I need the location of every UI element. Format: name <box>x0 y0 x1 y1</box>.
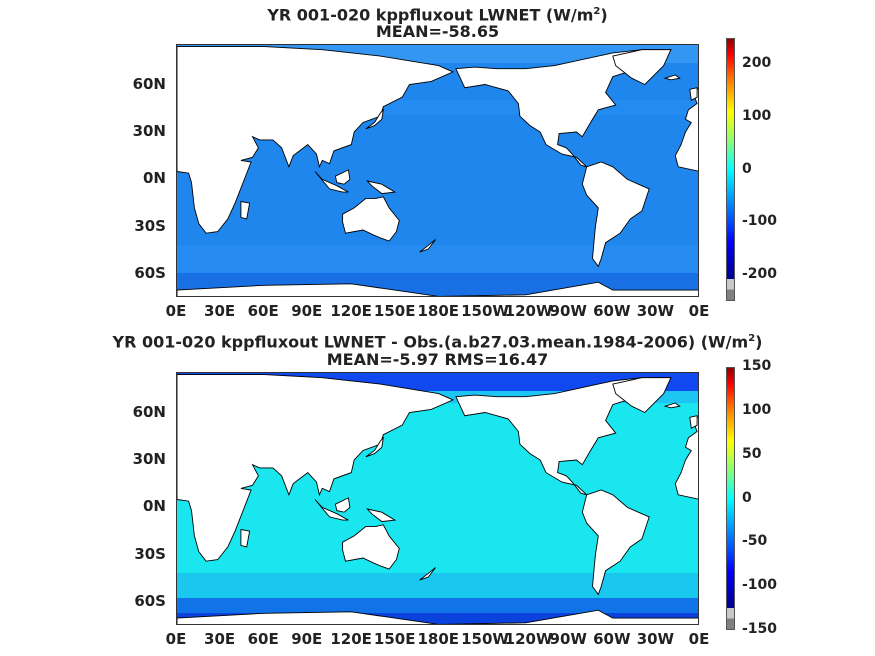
x-axis-label: 150W <box>461 630 509 648</box>
landmass <box>419 567 436 581</box>
x-axis-label: 0E <box>688 630 710 648</box>
landmass <box>455 377 672 496</box>
landmass <box>177 46 455 234</box>
colorbar-tick-label: -150 <box>742 621 778 637</box>
landmass <box>314 499 349 521</box>
field-band <box>177 245 698 273</box>
landmass <box>612 49 672 86</box>
x-axis-label: 180E <box>417 630 460 648</box>
landmass <box>581 161 650 268</box>
map-panel-2 <box>176 372 699 625</box>
landmass <box>177 281 698 296</box>
x-axis-label: 60W <box>593 630 631 648</box>
y-axis-label: 60S <box>134 264 166 283</box>
x-axis-label: 90W <box>549 630 587 648</box>
x-axis-label: 30E <box>204 630 236 648</box>
x-axis-label: 120W <box>504 630 553 648</box>
landmass <box>342 524 400 570</box>
colorbar-tick-label: 0 <box>742 489 752 506</box>
landmass <box>674 88 698 172</box>
colorbar-tick-label: 100 <box>742 107 772 124</box>
landmass <box>365 436 384 458</box>
x-axis-label: 150E <box>373 302 416 320</box>
landmass <box>689 415 698 430</box>
landmass <box>689 87 698 102</box>
landmass <box>342 196 400 242</box>
panel2-subtitle: MEAN=-5.97 RMS=16.47 <box>326 350 549 369</box>
y-axis-label: 60S <box>134 592 166 611</box>
colorbar-tick-label: -100 <box>742 213 778 230</box>
y-axis-label: 30S <box>134 216 166 235</box>
landmass <box>240 200 251 220</box>
field-band <box>177 598 698 613</box>
landmass <box>314 171 349 193</box>
colorbar-2 <box>726 367 735 630</box>
x-axis-label: 90W <box>549 302 587 320</box>
map-panel-1 <box>176 44 699 297</box>
landmass <box>365 108 384 130</box>
landmass <box>419 239 436 253</box>
x-axis-label: 150W <box>461 302 509 320</box>
x-axis-label: 60W <box>593 302 631 320</box>
colorbar-tick-label: 50 <box>742 445 762 462</box>
colorbar-tick-label: 0 <box>742 160 752 177</box>
x-axis-label: 30W <box>636 630 675 648</box>
y-axis-label: 0N <box>143 497 166 516</box>
y-axis-label: 30S <box>134 544 166 563</box>
colorbar-tick-label: 100 <box>742 401 772 418</box>
landmass <box>365 508 397 523</box>
x-axis-label: 60E <box>247 630 279 648</box>
y-axis-label: 30N <box>132 449 166 468</box>
landmass <box>177 374 455 562</box>
x-axis-label: 0E <box>165 630 187 648</box>
x-axis-label: 90E <box>291 630 323 648</box>
landmass <box>455 49 672 168</box>
field-band <box>177 573 698 598</box>
colorbar-tick-label: 200 <box>742 55 772 72</box>
colorbar-1 <box>726 38 735 301</box>
panel1-title: YR 001-020 kppfluxout LWNET (W/m2) <box>267 5 608 25</box>
map-svg <box>177 373 698 624</box>
landmass <box>663 402 681 409</box>
x-axis-label: 30E <box>204 302 236 320</box>
panel1-subtitle: MEAN=-58.65 <box>375 22 500 41</box>
y-axis-label: 30N <box>132 121 166 140</box>
field-band <box>177 613 698 624</box>
colorbar-tick-label: -100 <box>742 577 778 594</box>
x-axis-label: 150E <box>373 630 416 648</box>
panel2-title: YR 001-020 kppfluxout LWNET - Obs.(a.b27… <box>112 332 763 352</box>
landmass <box>334 497 351 513</box>
x-axis-label: 0E <box>165 302 187 320</box>
x-axis-label: 90E <box>291 302 323 320</box>
x-axis-label: 120E <box>330 630 372 648</box>
x-axis-label: 120E <box>330 302 372 320</box>
landmass <box>581 489 650 596</box>
y-axis-label: 60N <box>132 402 166 421</box>
map-svg <box>177 45 698 296</box>
x-axis-label: 60E <box>247 302 279 320</box>
y-axis-label: 0N <box>143 169 166 188</box>
y-axis-label: 60N <box>132 74 166 93</box>
landmass <box>674 416 698 500</box>
colorbar-tick-label: -200 <box>742 265 778 282</box>
colorbar-tick-label: 150 <box>742 358 772 374</box>
landmass <box>177 609 698 624</box>
colorbar-tick-label: -50 <box>742 533 768 550</box>
x-axis-label: 0E <box>688 302 710 320</box>
x-axis-label: 180E <box>417 302 460 320</box>
landmass <box>240 528 251 548</box>
x-axis-label: 120W <box>504 302 553 320</box>
landmass <box>334 169 351 185</box>
landmass <box>663 74 681 81</box>
x-axis-label: 30W <box>636 302 675 320</box>
landmass <box>612 377 672 414</box>
landmass <box>365 180 397 195</box>
